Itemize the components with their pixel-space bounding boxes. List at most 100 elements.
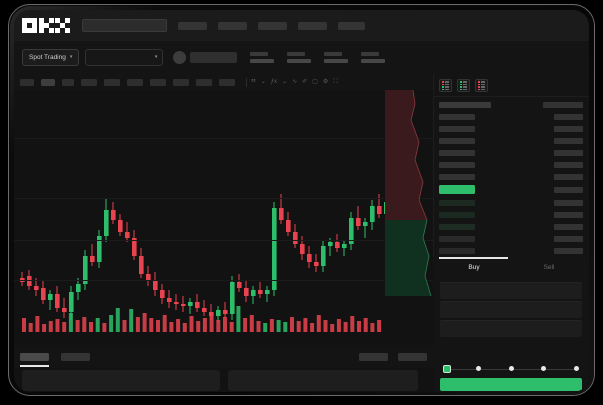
tab-buy[interactable]: Buy bbox=[438, 261, 510, 274]
slider-tick-50[interactable] bbox=[508, 366, 514, 371]
orderbook-view-both-icon[interactable] bbox=[439, 79, 452, 92]
bars-both bbox=[442, 81, 444, 90]
orderbook-bid-price-0[interactable] bbox=[439, 200, 475, 206]
logo-letter-x bbox=[55, 18, 70, 33]
stat-value bbox=[250, 58, 275, 63]
indicators-icon[interactable]: ƒx bbox=[270, 79, 278, 85]
orderbook-ask-amount-5 bbox=[554, 162, 583, 168]
orderbook-ask-price-3[interactable] bbox=[439, 138, 475, 144]
timeframe-7[interactable] bbox=[173, 78, 189, 86]
tab-sell[interactable]: Sell bbox=[513, 261, 585, 274]
indicator-chevron-icon[interactable]: ⌄ bbox=[282, 79, 288, 85]
order-book-view-modes bbox=[439, 79, 488, 92]
chart-type-chevron-icon[interactable]: ⌄ bbox=[260, 79, 266, 85]
market-type-dropdown[interactable]: Spot Trading ▾ bbox=[22, 49, 80, 66]
bottom-tab-0[interactable] bbox=[20, 353, 49, 361]
orderbook-ask-amount-4 bbox=[554, 150, 583, 156]
rows bbox=[481, 81, 485, 90]
bottom-action-0[interactable] bbox=[398, 353, 427, 361]
order-form: Buy Sell bbox=[433, 257, 589, 392]
chart-tools-group: ᵜᵜ ⌄ ƒx ⌄ ∿ ✐ ▢ ⚙ ⛶ bbox=[251, 79, 342, 85]
orderbook-ask-price-2[interactable] bbox=[439, 126, 475, 132]
market-type-label: Spot Trading bbox=[29, 54, 66, 61]
coin-avatar-icon bbox=[173, 51, 187, 64]
timeframe-0[interactable] bbox=[20, 78, 34, 86]
rows bbox=[463, 81, 467, 90]
chevron-down-icon: ▾ bbox=[69, 54, 73, 60]
orderbook-spread-price bbox=[439, 185, 475, 194]
orderbook-ask-price-6[interactable] bbox=[439, 174, 475, 180]
orderbook-bid-price-3[interactable] bbox=[439, 236, 475, 242]
stat-label bbox=[361, 52, 380, 57]
orderbook-ask-amount-3 bbox=[554, 138, 583, 144]
nav-item-2[interactable] bbox=[258, 21, 287, 30]
orderbook-view-asks-icon[interactable] bbox=[475, 79, 488, 92]
orderbook-ask-amount-0 bbox=[543, 102, 583, 108]
logo-letter-o bbox=[22, 18, 37, 33]
nav-item-0[interactable] bbox=[178, 21, 207, 30]
bottom-panel-0[interactable] bbox=[22, 370, 220, 391]
volume-histogram bbox=[22, 306, 382, 332]
candlestick-type-icon[interactable]: ᵜᵜ bbox=[251, 79, 256, 85]
tab-buy-label: Buy bbox=[468, 264, 480, 271]
settings-gear-icon[interactable]: ⚙ bbox=[322, 79, 329, 85]
submit-buy-button[interactable] bbox=[440, 378, 582, 391]
stat-label bbox=[250, 52, 269, 57]
orderbook-ask-price-0[interactable] bbox=[439, 102, 491, 108]
bottom-action-1[interactable] bbox=[359, 353, 388, 361]
trading-app: Spot Trading ▾ ▾ ᵜᵜ ⌄ ƒx ⌄ ∿ ✐ ▢ ⚙ ⛶ bbox=[14, 10, 589, 392]
orderbook-ask-amount-1 bbox=[554, 114, 583, 120]
slider-tick-75[interactable] bbox=[541, 366, 546, 371]
ticker-stat-3 bbox=[361, 52, 386, 63]
amount-slider[interactable] bbox=[443, 365, 579, 373]
orderbook-bid-price-1[interactable] bbox=[439, 212, 475, 218]
trading-pair-select[interactable]: ▾ bbox=[85, 49, 164, 66]
nav-item-1[interactable] bbox=[218, 21, 247, 30]
gridline-0 bbox=[14, 138, 433, 139]
nav-item-3[interactable] bbox=[298, 21, 327, 30]
timeframe-9[interactable] bbox=[219, 78, 235, 86]
okx-logo-icon[interactable] bbox=[22, 18, 70, 33]
orderbook-view-bids-icon[interactable] bbox=[457, 79, 470, 92]
fullscreen-icon[interactable]: ⛶ bbox=[333, 79, 338, 85]
order-total-field[interactable] bbox=[440, 320, 582, 337]
timeframe-6[interactable] bbox=[150, 78, 166, 86]
orderbook-bid-price-4[interactable] bbox=[439, 248, 475, 254]
chevron-down-icon: ▾ bbox=[154, 54, 158, 60]
camera-snapshot-icon[interactable]: ▢ bbox=[312, 79, 318, 85]
tab-sell-label: Sell bbox=[543, 264, 555, 271]
order-price-field[interactable] bbox=[440, 282, 582, 299]
timeframe-1[interactable] bbox=[41, 78, 55, 86]
orderbook-bid-price-2[interactable] bbox=[439, 224, 475, 230]
orderbook-bid-amount-2 bbox=[554, 224, 583, 230]
orderbook-ask-price-1[interactable] bbox=[439, 114, 475, 120]
stat-value bbox=[324, 58, 349, 63]
orderbook-ask-price-4[interactable] bbox=[439, 150, 475, 156]
orderbook-bid-amount-1 bbox=[554, 212, 583, 218]
order-amount-field[interactable] bbox=[440, 301, 582, 318]
stat-value bbox=[361, 58, 386, 63]
order-book-header-divider bbox=[434, 96, 589, 97]
bottom-tab-1[interactable] bbox=[61, 353, 90, 361]
slider-handle[interactable] bbox=[443, 365, 451, 373]
orderbook-bid-amount-3 bbox=[554, 236, 583, 242]
orderbook-ask-price-5[interactable] bbox=[439, 162, 475, 168]
timeframe-8[interactable] bbox=[196, 78, 212, 86]
orderbook-spread-amount bbox=[554, 187, 583, 193]
timeframe-2[interactable] bbox=[62, 78, 74, 86]
bottom-panel-1[interactable] bbox=[228, 370, 418, 391]
pencil-draw-icon[interactable]: ✐ bbox=[302, 79, 308, 85]
slider-tick-100[interactable] bbox=[573, 366, 579, 371]
rows bbox=[445, 81, 449, 90]
gridline-1 bbox=[14, 198, 433, 199]
slider-tick-25[interactable] bbox=[476, 366, 481, 371]
timeframe-5[interactable] bbox=[127, 78, 143, 86]
nav-item-4[interactable] bbox=[338, 21, 365, 30]
ticker-stat-0 bbox=[250, 52, 275, 63]
price-chart[interactable] bbox=[14, 90, 433, 347]
logo-letter-k bbox=[38, 18, 54, 33]
timeframe-3[interactable] bbox=[81, 78, 97, 86]
timeframe-4[interactable] bbox=[104, 78, 120, 86]
search-input[interactable] bbox=[82, 19, 167, 32]
compare-icon[interactable]: ∿ bbox=[292, 79, 298, 85]
